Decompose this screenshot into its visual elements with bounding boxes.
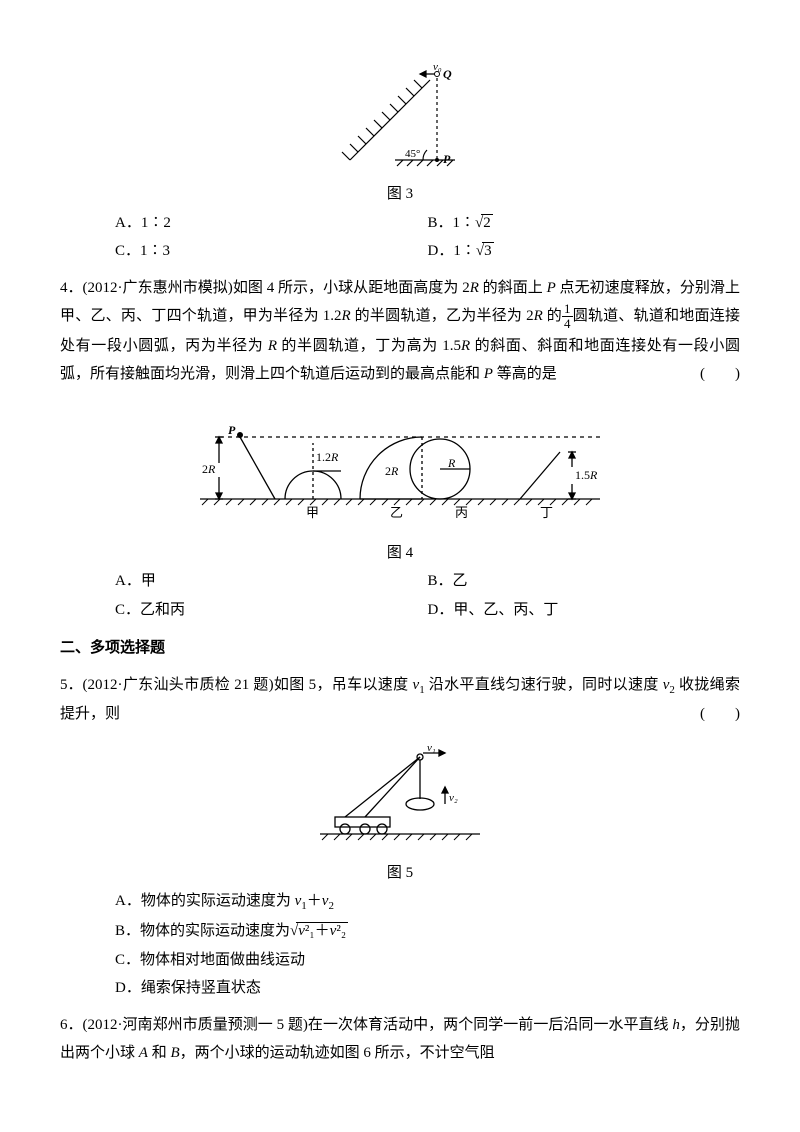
q4-t2b: 的半圆轨道，丁为高为 1.5 <box>277 338 461 354</box>
figure-5: v₁ v₂ <box>60 739 740 849</box>
q5-options: A．物体的实际运动速度为 v1＋v2 B．物体的实际运动速度为 v²₁＋v²₂ C… <box>60 887 740 1002</box>
q5-opt-a: A．物体的实际运动速度为 v1＋v2 <box>115 887 740 917</box>
q5a-s2: 2 <box>328 900 334 912</box>
q4-opt-c: C．乙和丙 <box>115 596 428 625</box>
svg-text:R: R <box>447 456 456 470</box>
svg-text:甲: 甲 <box>306 505 319 520</box>
q4-P1: P <box>547 280 556 296</box>
fig5-svg: v₁ v₂ <box>310 739 490 849</box>
svg-text:P: P <box>443 152 451 166</box>
q4-R2: R <box>342 308 351 324</box>
frac-1-4: 14 <box>562 302 573 332</box>
q4-opt-d: D．甲、乙、丙、丁 <box>428 596 741 625</box>
svg-text:2R: 2R <box>202 462 216 476</box>
svg-text:丙: 丙 <box>455 505 468 520</box>
q3-options: A．1∶2 B．1∶ 2 C．1∶3 D．1∶ 3 <box>60 209 740 266</box>
fig4-caption: 图 4 <box>60 539 740 568</box>
svg-text:v₁: v₁ <box>427 742 436 754</box>
q5b-pre: B．物体的实际运动速度为 <box>115 923 290 939</box>
q4-t1d: 的半圆轨道，乙为半径为 2 <box>351 308 534 324</box>
q3-opt-b: B．1∶ 2 <box>428 209 741 238</box>
q5-opt-d: D．绳索保持竖直状态 <box>115 974 740 1003</box>
q4-R1: R <box>470 280 479 296</box>
svg-text:乙: 乙 <box>390 505 403 520</box>
svg-text:45°: 45° <box>405 148 420 160</box>
q4-opt-b: B．乙 <box>428 567 741 596</box>
fig5-caption: 图 5 <box>60 859 740 888</box>
fig3-caption: 图 3 <box>60 180 740 209</box>
q5-num: 5． <box>60 671 83 700</box>
svg-text:P: P <box>228 423 236 437</box>
q5b-rad: v²₁＋v²₂ <box>296 922 348 939</box>
q4-t2d: 等高的是 <box>493 366 557 382</box>
frac-den: 4 <box>562 317 573 331</box>
svg-text:Q: Q <box>443 67 452 81</box>
sqrt-icon: v²₁＋v²₂ <box>290 917 348 946</box>
svg-text:2R: 2R <box>385 464 399 478</box>
figure-3: v₀ Q P 45° <box>60 60 740 170</box>
q6-t1: 在一次体育活动中，两个同学一前一后沿同一水平直线 <box>308 1017 672 1033</box>
sqrt-icon: 2 <box>475 209 493 238</box>
q4-R3: R <box>534 308 543 324</box>
fig3-svg: v₀ Q P 45° <box>335 60 465 170</box>
q3-opt-b-prefix: B．1∶ <box>428 215 476 231</box>
q4-opt-a: A．甲 <box>115 567 428 596</box>
q5a-pre: A．物体的实际运动速度为 <box>115 893 295 909</box>
q3-opt-d: D．1∶ 3 <box>428 237 741 266</box>
q4-paren: ( ) <box>700 360 740 389</box>
q3-opt-c: C．1∶3 <box>115 237 428 266</box>
q5: 5．(2012·广东汕头市质检 21 题)如图 5，吊车以速度 v1 沿水平直线… <box>60 671 740 729</box>
q5-t1: 如图 5，吊车以速度 <box>274 677 413 693</box>
svg-text:丁: 丁 <box>540 505 553 520</box>
q5-t2: 沿水平直线匀速行驶，同时以速度 <box>425 677 663 693</box>
sqrt-icon: 3 <box>476 237 494 266</box>
q4-P2: P <box>484 366 493 382</box>
q4-R4: R <box>268 338 277 354</box>
q4-source: (2012·广东惠州市模拟) <box>83 280 233 296</box>
q6-and: 和 <box>148 1045 171 1061</box>
q4-options: A．甲 B．乙 C．乙和丙 D．甲、乙、丙、丁 <box>60 567 740 624</box>
q3-d-rad: 3 <box>482 242 494 259</box>
q6-h: h <box>672 1017 680 1033</box>
q5-paren: ( ) <box>700 700 740 729</box>
q3-b-rad: 2 <box>481 214 493 231</box>
q6-A: A <box>139 1045 148 1061</box>
svg-text:v₀: v₀ <box>433 61 442 73</box>
section-2-title: 二、多项选择题 <box>60 634 740 663</box>
q5a-plus: ＋ <box>307 893 322 909</box>
q5-opt-c: C．物体相对地面做曲线运动 <box>115 946 740 975</box>
q4-t1b: 的斜面上 <box>479 280 547 296</box>
q4-t1: 如图 4 所示，小球从距地面高度为 2 <box>233 280 470 296</box>
q5-source: (2012·广东汕头市质检 21 题) <box>83 677 274 693</box>
svg-text:1.5R: 1.5R <box>575 468 598 482</box>
figure-4: P 2R 1.2R 2R R 1.5R 甲 乙 丙 丁 <box>60 399 740 529</box>
q4: 4．(2012·广东惠州市模拟)如图 4 所示，小球从距地面高度为 2R 的斜面… <box>60 274 740 389</box>
q6-t3: ，两个小球的运动轨迹如图 6 所示，不计空气阻 <box>180 1045 495 1061</box>
svg-text:1.2R: 1.2R <box>316 450 339 464</box>
svg-text:v₂: v₂ <box>449 792 458 804</box>
q6-B: B <box>170 1045 179 1061</box>
q6-source: (2012·河南郑州市质量预测一 5 题) <box>83 1017 308 1033</box>
q4-R5: R <box>461 338 470 354</box>
frac-num: 1 <box>562 302 573 317</box>
q6: 6．(2012·河南郑州市质量预测一 5 题)在一次体育活动中，两个同学一前一后… <box>60 1011 740 1068</box>
fig4-svg: P 2R 1.2R 2R R 1.5R 甲 乙 丙 丁 <box>190 399 610 529</box>
q5-opt-b: B．物体的实际运动速度为 v²₁＋v²₂ <box>115 917 740 946</box>
q4-t1e: 的 <box>543 308 562 324</box>
q3-opt-d-prefix: D．1∶ <box>428 243 476 259</box>
q3-opt-a: A．1∶2 <box>115 209 428 238</box>
q6-num: 6． <box>60 1011 83 1040</box>
q4-num: 4． <box>60 274 83 303</box>
